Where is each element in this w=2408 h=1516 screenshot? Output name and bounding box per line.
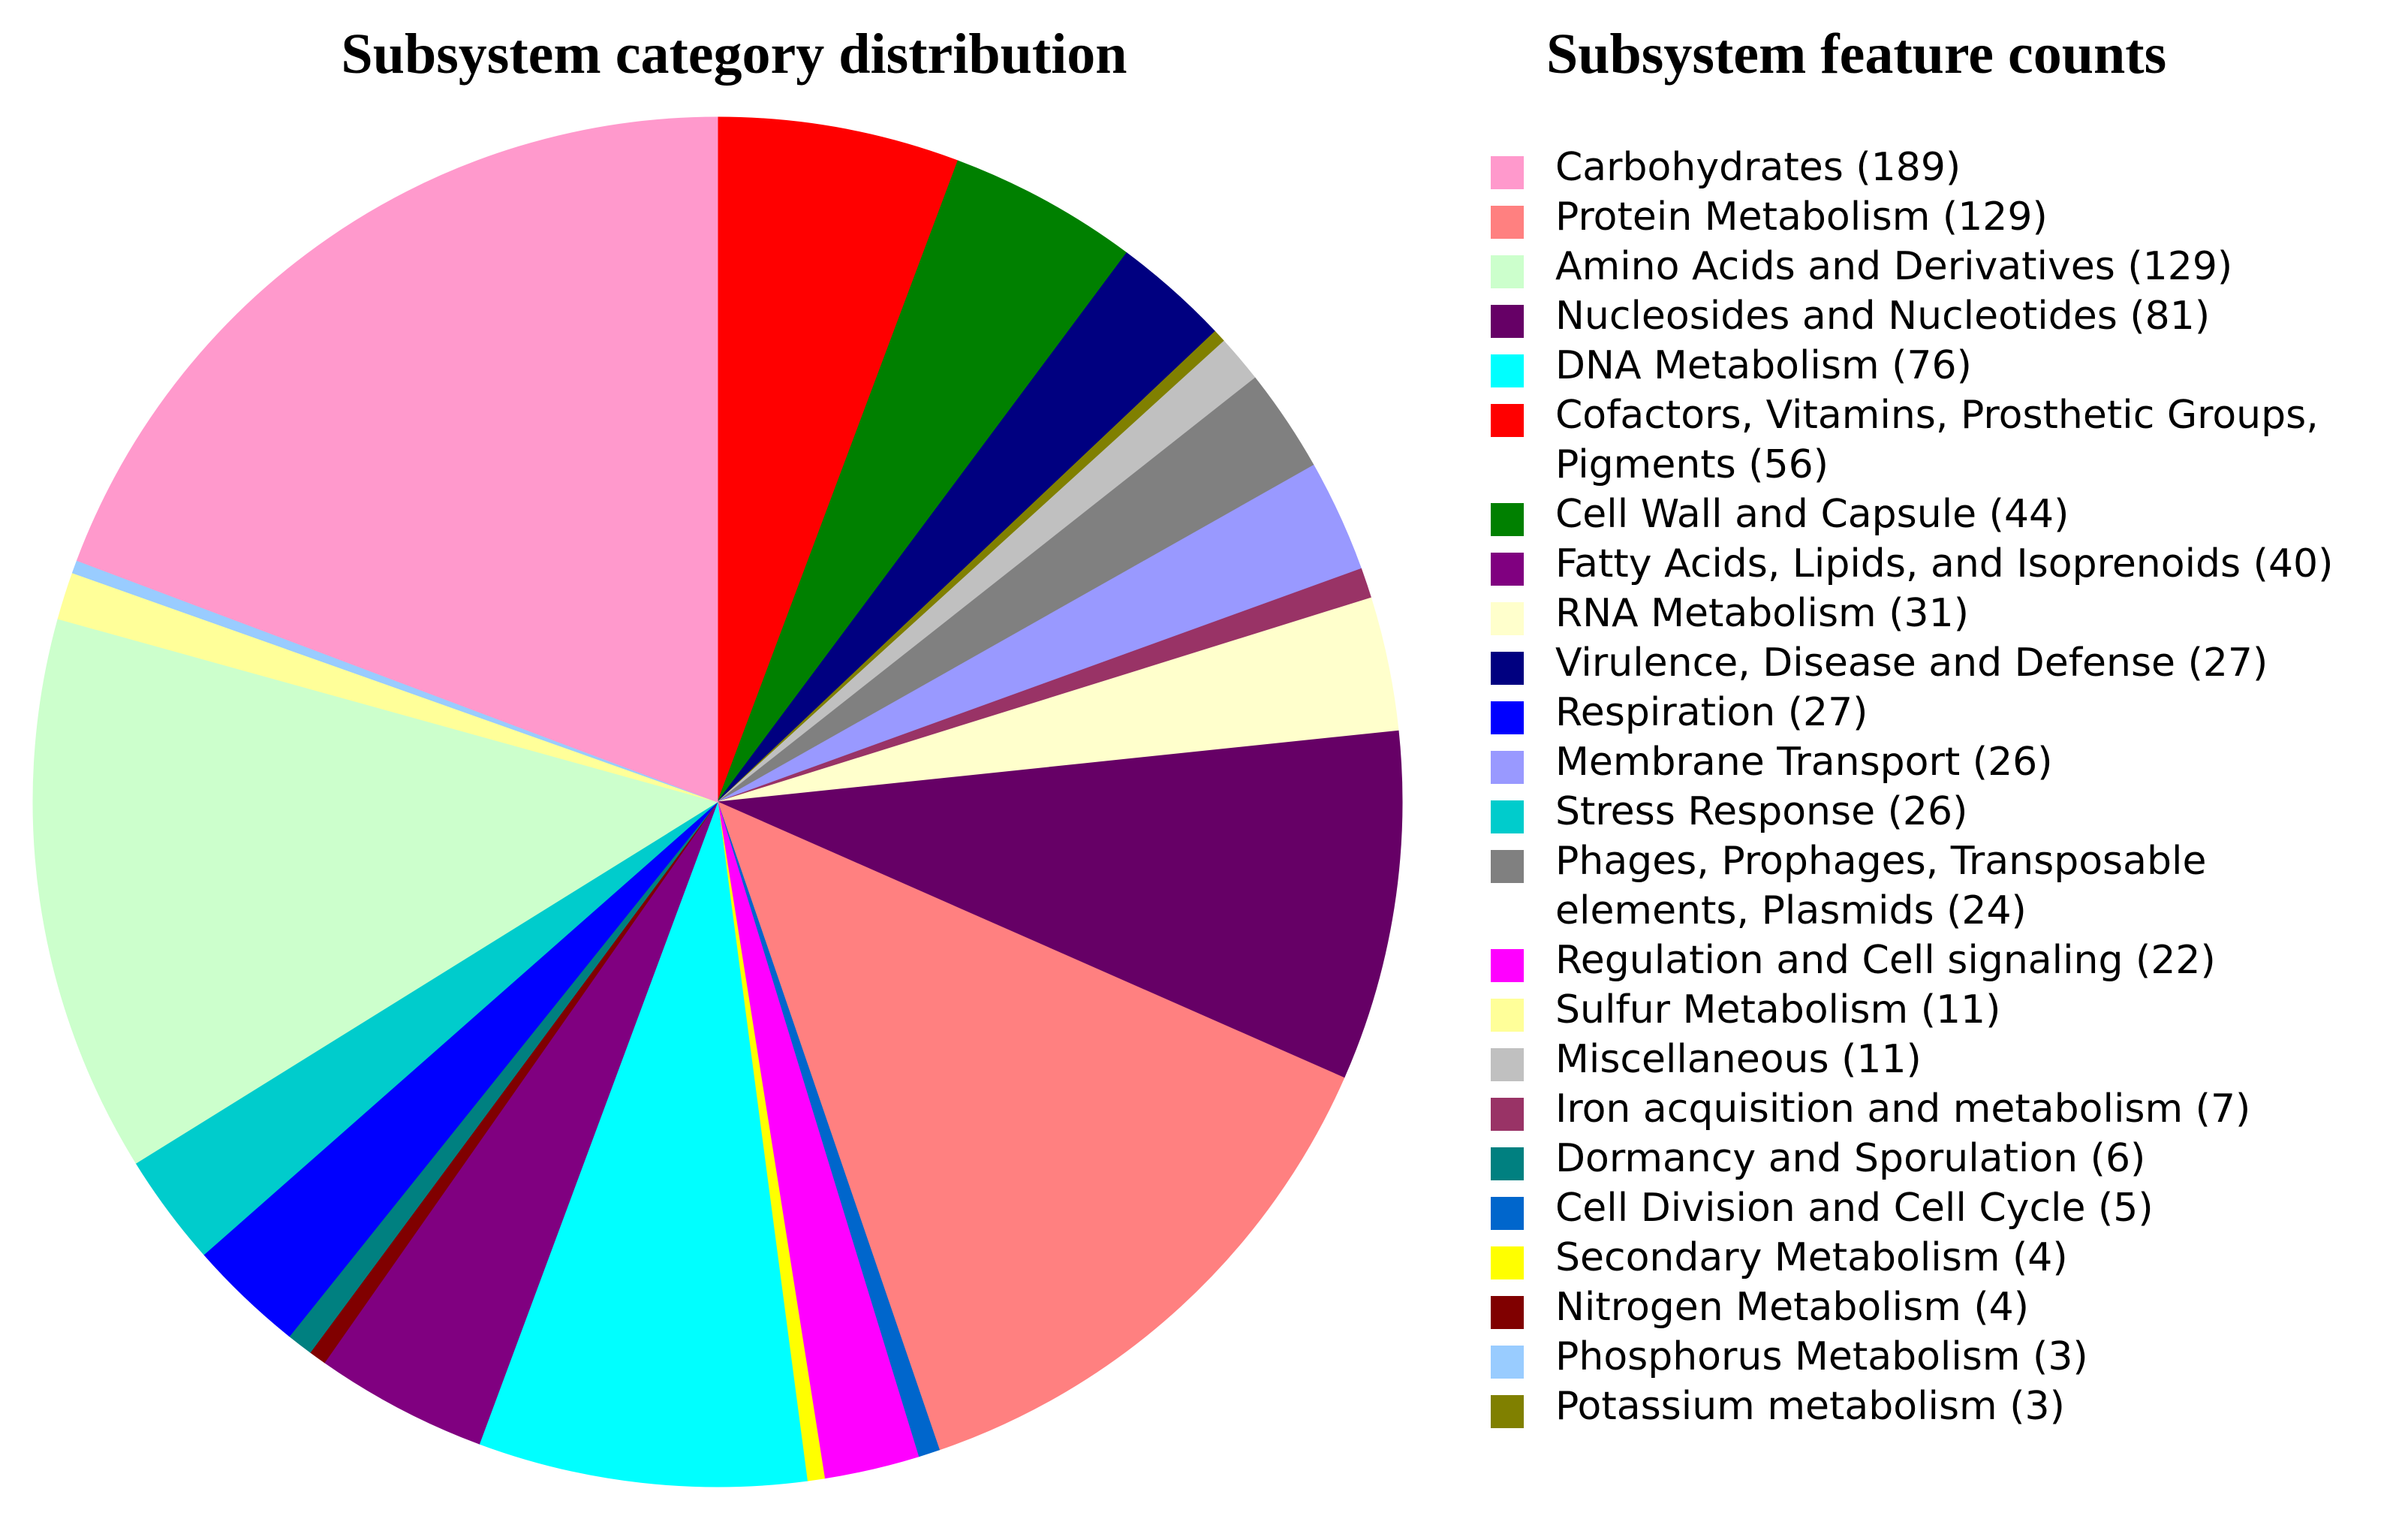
legend-item: Cell Wall and Capsule (44)	[1491, 490, 2399, 539]
legend-label: Fatty Acids, Lipids, and Isoprenoids (40…	[1555, 541, 2334, 586]
legend-swatch	[1491, 949, 1524, 982]
legend-swatch	[1491, 652, 1524, 685]
legend-label: Cell Wall and Capsule (44)	[1555, 492, 2069, 537]
legend-item: Miscellaneous (11)	[1491, 1035, 2399, 1084]
legend-item: Sulfur Metabolism (11)	[1491, 985, 2399, 1035]
pie-slice-amino-acids-and-derivatives	[32, 618, 719, 1164]
legend-swatch	[1491, 1147, 1524, 1180]
pie-chart	[32, 116, 1403, 1487]
legend-label: Protein Metabolism (129)	[1555, 194, 2048, 240]
legend-label: RNA Metabolism (31)	[1555, 591, 1969, 636]
legend-swatch	[1491, 255, 1524, 288]
legend-label: Cell Division and Cell Cycle (5)	[1555, 1186, 2154, 1231]
legend-item: Nitrogen Metabolism (4)	[1491, 1282, 2399, 1332]
legend-swatch	[1491, 1048, 1524, 1081]
legend-swatch	[1491, 1246, 1524, 1279]
legend-swatch	[1491, 850, 1524, 883]
legend-swatch	[1491, 751, 1524, 784]
legend-swatch	[1491, 1098, 1524, 1131]
legend-item: Amino Acids and Derivatives (129)	[1491, 242, 2399, 291]
legend-swatch	[1491, 1395, 1524, 1428]
legend-swatch	[1491, 404, 1524, 437]
legend-swatch	[1491, 503, 1524, 536]
legend-label: Phosphorus Metabolism (3)	[1555, 1334, 2088, 1379]
legend-item: RNA Metabolism (31)	[1491, 589, 2399, 638]
legend-item: Cofactors, Vitamins, Prosthetic Groups, …	[1491, 390, 2399, 490]
legend-item: Phages, Prophages, Transposable elements…	[1491, 836, 2399, 936]
pie-slice-cofactors-vitamins-prosthetic-groups-pigments	[717, 116, 959, 803]
legend-item: Stress Response (26)	[1491, 787, 2399, 836]
legend-item: Protein Metabolism (129)	[1491, 192, 2399, 242]
legend-swatch	[1491, 156, 1524, 189]
legend-label: Miscellaneous (11)	[1555, 1037, 1922, 1082]
legend-swatch	[1491, 354, 1524, 387]
legend-item: Iron acquisition and metabolism (7)	[1491, 1084, 2399, 1134]
legend-label: Sulfur Metabolism (11)	[1555, 987, 2001, 1032]
legend-label: Membrane Transport (26)	[1555, 740, 2053, 785]
legend-label: Amino Acids and Derivatives (129)	[1555, 244, 2233, 289]
pie-slice-protein-metabolism	[717, 801, 1345, 1451]
legend-label: Nitrogen Metabolism (4)	[1555, 1285, 2030, 1330]
legend-item: Secondary Metabolism (4)	[1491, 1233, 2399, 1282]
legend-item: Virulence, Disease and Defense (27)	[1491, 638, 2399, 688]
pie-slice-dna-metabolism	[478, 801, 808, 1487]
legend-label: Iron acquisition and metabolism (7)	[1555, 1087, 2251, 1132]
legend-label: Nucleosides and Nucleotides (81)	[1555, 294, 2211, 339]
legend-item: Phosphorus Metabolism (3)	[1491, 1332, 2399, 1382]
legend-swatch	[1491, 553, 1524, 586]
legend: Carbohydrates (189) Protein Metabolism (1…	[1491, 143, 2399, 1431]
legend-label: Respiration (27)	[1555, 690, 1868, 735]
legend-label: DNA Metabolism (76)	[1555, 343, 1972, 388]
pie-slice-nucleosides-and-nucleotides	[716, 730, 1403, 1079]
legend-swatch	[1491, 1346, 1524, 1379]
legend-label: Stress Response (26)	[1555, 789, 1968, 834]
legend-swatch	[1491, 602, 1524, 635]
legend-item: Cell Division and Cell Cycle (5)	[1491, 1183, 2399, 1233]
legend-label: Phages, Prophages, Transposable elements…	[1555, 839, 2207, 933]
legend-item: Regulation and Cell signaling (22)	[1491, 936, 2399, 985]
legend-swatch	[1491, 701, 1524, 734]
legend-item: DNA Metabolism (76)	[1491, 341, 2399, 390]
legend-label: Regulation and Cell signaling (22)	[1555, 938, 2216, 983]
pie-slices	[32, 116, 1403, 1487]
pie-slice-carbohydrates	[76, 116, 718, 803]
legend-label: Potassium metabolism (3)	[1555, 1384, 2065, 1429]
legend-item: Dormancy and Sporulation (6)	[1491, 1134, 2399, 1183]
legend-swatch	[1491, 305, 1524, 338]
legend-title: Subsystem feature counts	[1546, 23, 2167, 86]
legend-swatch	[1491, 1296, 1524, 1329]
legend-label: Dormancy and Sporulation (6)	[1555, 1136, 2146, 1181]
legend-item: Carbohydrates (189)	[1491, 143, 2399, 192]
legend-swatch	[1491, 1197, 1524, 1230]
legend-item: Membrane Transport (26)	[1491, 737, 2399, 787]
legend-label: Secondary Metabolism (4)	[1555, 1235, 2068, 1280]
legend-swatch	[1491, 206, 1524, 239]
pie-slice-fatty-acids-lipids-and-isoprenoids	[324, 801, 718, 1445]
legend-swatch	[1491, 999, 1524, 1032]
legend-swatch	[1491, 800, 1524, 833]
legend-item: Nucleosides and Nucleotides (81)	[1491, 291, 2399, 341]
legend-label: Carbohydrates (189)	[1555, 145, 1961, 190]
legend-item: Respiration (27)	[1491, 688, 2399, 737]
legend-item: Potassium metabolism (3)	[1491, 1382, 2399, 1431]
legend-item: Fatty Acids, Lipids, and Isoprenoids (40…	[1491, 539, 2399, 589]
pie-slice-cell-wall-and-capsule	[717, 160, 1127, 803]
legend-label: Cofactors, Vitamins, Prosthetic Groups, …	[1555, 393, 2319, 487]
pie-chart-title: Subsystem category distribution	[341, 23, 1127, 86]
legend-label: Virulence, Disease and Defense (27)	[1555, 640, 2268, 686]
